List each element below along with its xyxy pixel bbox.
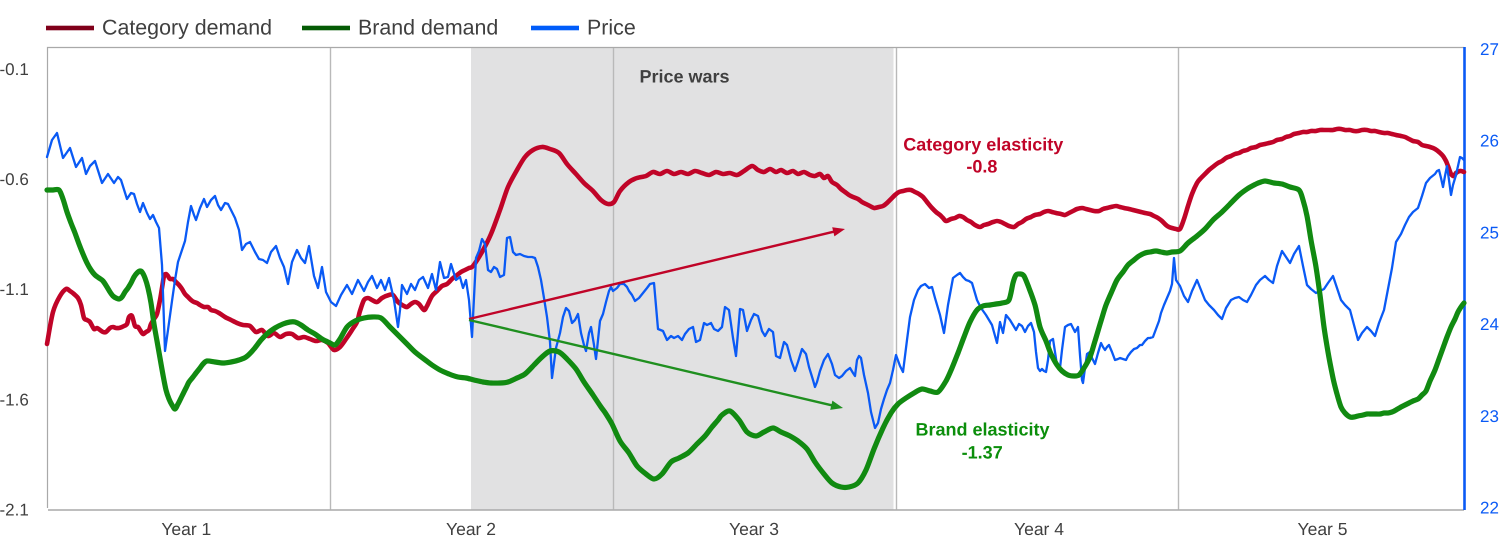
svg-text:-0.8: -0.8 [966,157,997,177]
svg-text:Year 3: Year 3 [729,519,779,539]
svg-text:Year 1: Year 1 [161,519,211,539]
svg-text:-0.6: -0.6 [0,170,29,189]
svg-text:Price wars: Price wars [639,67,729,87]
svg-text:Category demand: Category demand [102,16,272,40]
svg-text:25: 25 [1480,223,1499,242]
svg-text:-2.1: -2.1 [0,501,29,520]
svg-text:23: 23 [1480,407,1499,426]
svg-text:22: 22 [1480,499,1499,518]
svg-text:Brand elasticity: Brand elasticity [915,420,1049,440]
svg-text:Category elasticity: Category elasticity [903,135,1063,155]
svg-text:-1.1: -1.1 [0,280,29,299]
svg-text:Year 2: Year 2 [446,519,496,539]
svg-text:Year 5: Year 5 [1298,519,1348,539]
svg-text:-0.1: -0.1 [0,60,29,79]
svg-text:-1.37: -1.37 [962,442,1003,462]
svg-text:27: 27 [1480,40,1499,59]
svg-text:Brand demand: Brand demand [358,16,498,40]
svg-text:Year 4: Year 4 [1014,519,1064,539]
svg-text:Price: Price [587,16,636,40]
svg-text:24: 24 [1480,315,1499,334]
svg-text:26: 26 [1480,132,1499,151]
svg-text:-1.6: -1.6 [0,390,29,409]
